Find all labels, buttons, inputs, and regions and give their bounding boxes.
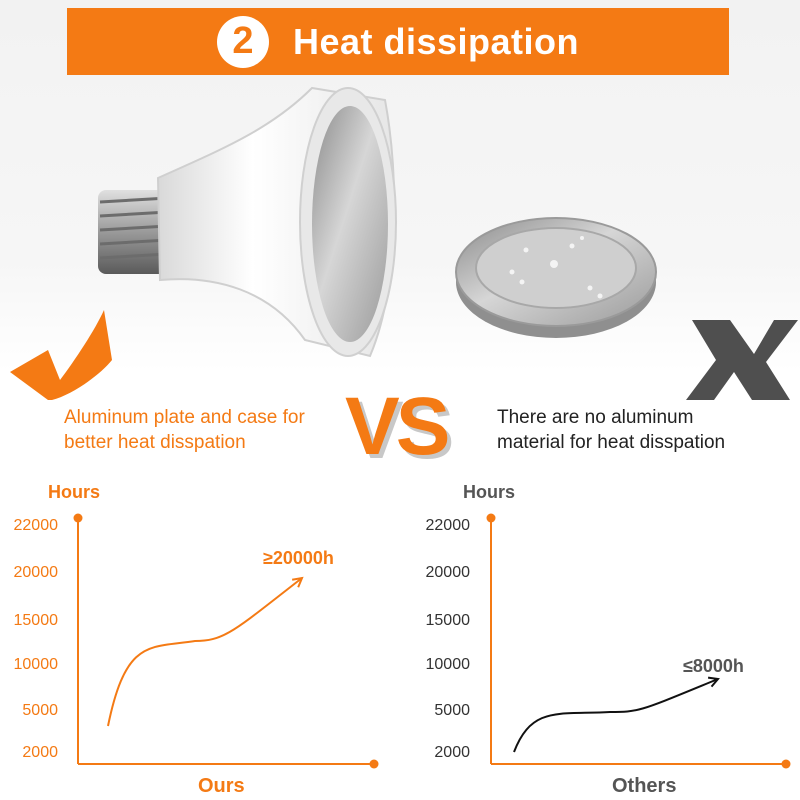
- ours-lifetime-annotation: ≥20000h: [263, 548, 334, 568]
- vs-label: VS: [345, 381, 450, 472]
- ours-y-axis-end: [73, 513, 83, 523]
- others-caption: There are no aluminum material for heat …: [497, 405, 725, 455]
- screw-base-icon: [98, 190, 170, 274]
- others-series-line: [513, 678, 719, 753]
- others-y-tick-label: 20000: [425, 564, 471, 581]
- banner-title: Heat dissipation: [292, 20, 580, 62]
- others-x-axis-end: [781, 759, 791, 769]
- aluminum-plate-icon: [455, 217, 657, 338]
- ours-series-arrow: [291, 576, 304, 588]
- cross-icon: [686, 320, 798, 400]
- others-y-axis-label: Hours: [463, 482, 516, 502]
- ours-caption: Aluminum plate and case for better heat …: [64, 405, 305, 455]
- ours-x-axis-end: [369, 759, 379, 769]
- ours-x-axis-label: Ours: [198, 775, 245, 797]
- ours-y-tick-label: 15000: [13, 612, 59, 629]
- ours-y-tick-label: 10000: [13, 656, 59, 673]
- title-banner: 2 Heat dissipation: [67, 8, 729, 75]
- step-number-badge: 2: [216, 15, 269, 68]
- aluminum-reflector: [312, 106, 388, 342]
- ours-caption-line: Aluminum plate and case for: [64, 407, 305, 428]
- ours-y-tick-label: 20000: [13, 564, 59, 581]
- checkmark-icon: [10, 310, 112, 400]
- others-y-tick-label: 15000: [425, 612, 471, 629]
- ours-y-tick-label: 2000: [22, 744, 58, 761]
- product-illustration: [10, 86, 798, 400]
- others-y-tick-label: 5000: [434, 702, 470, 719]
- others-y-tick-label: 2000: [434, 744, 470, 761]
- ours-y-tick-label: 22000: [13, 517, 59, 534]
- ours-y-axis-label: Hours: [48, 482, 101, 502]
- others-caption-line: material for heat disspation: [497, 432, 726, 453]
- others-lifetime-annotation: ≤8000h: [683, 656, 744, 676]
- others-y-tick-label: 10000: [425, 656, 471, 673]
- ours-caption-line: better heat disspation: [64, 432, 246, 453]
- ours-series-line: [107, 577, 303, 727]
- ours-y-tick-label: 5000: [22, 702, 58, 719]
- others-x-axis-label: Others: [612, 775, 677, 797]
- others-y-axis-end: [486, 513, 496, 523]
- others-caption-line: There are no aluminum: [497, 407, 694, 428]
- others-y-tick-label: 22000: [425, 517, 471, 534]
- others-series-arrow: [707, 676, 720, 688]
